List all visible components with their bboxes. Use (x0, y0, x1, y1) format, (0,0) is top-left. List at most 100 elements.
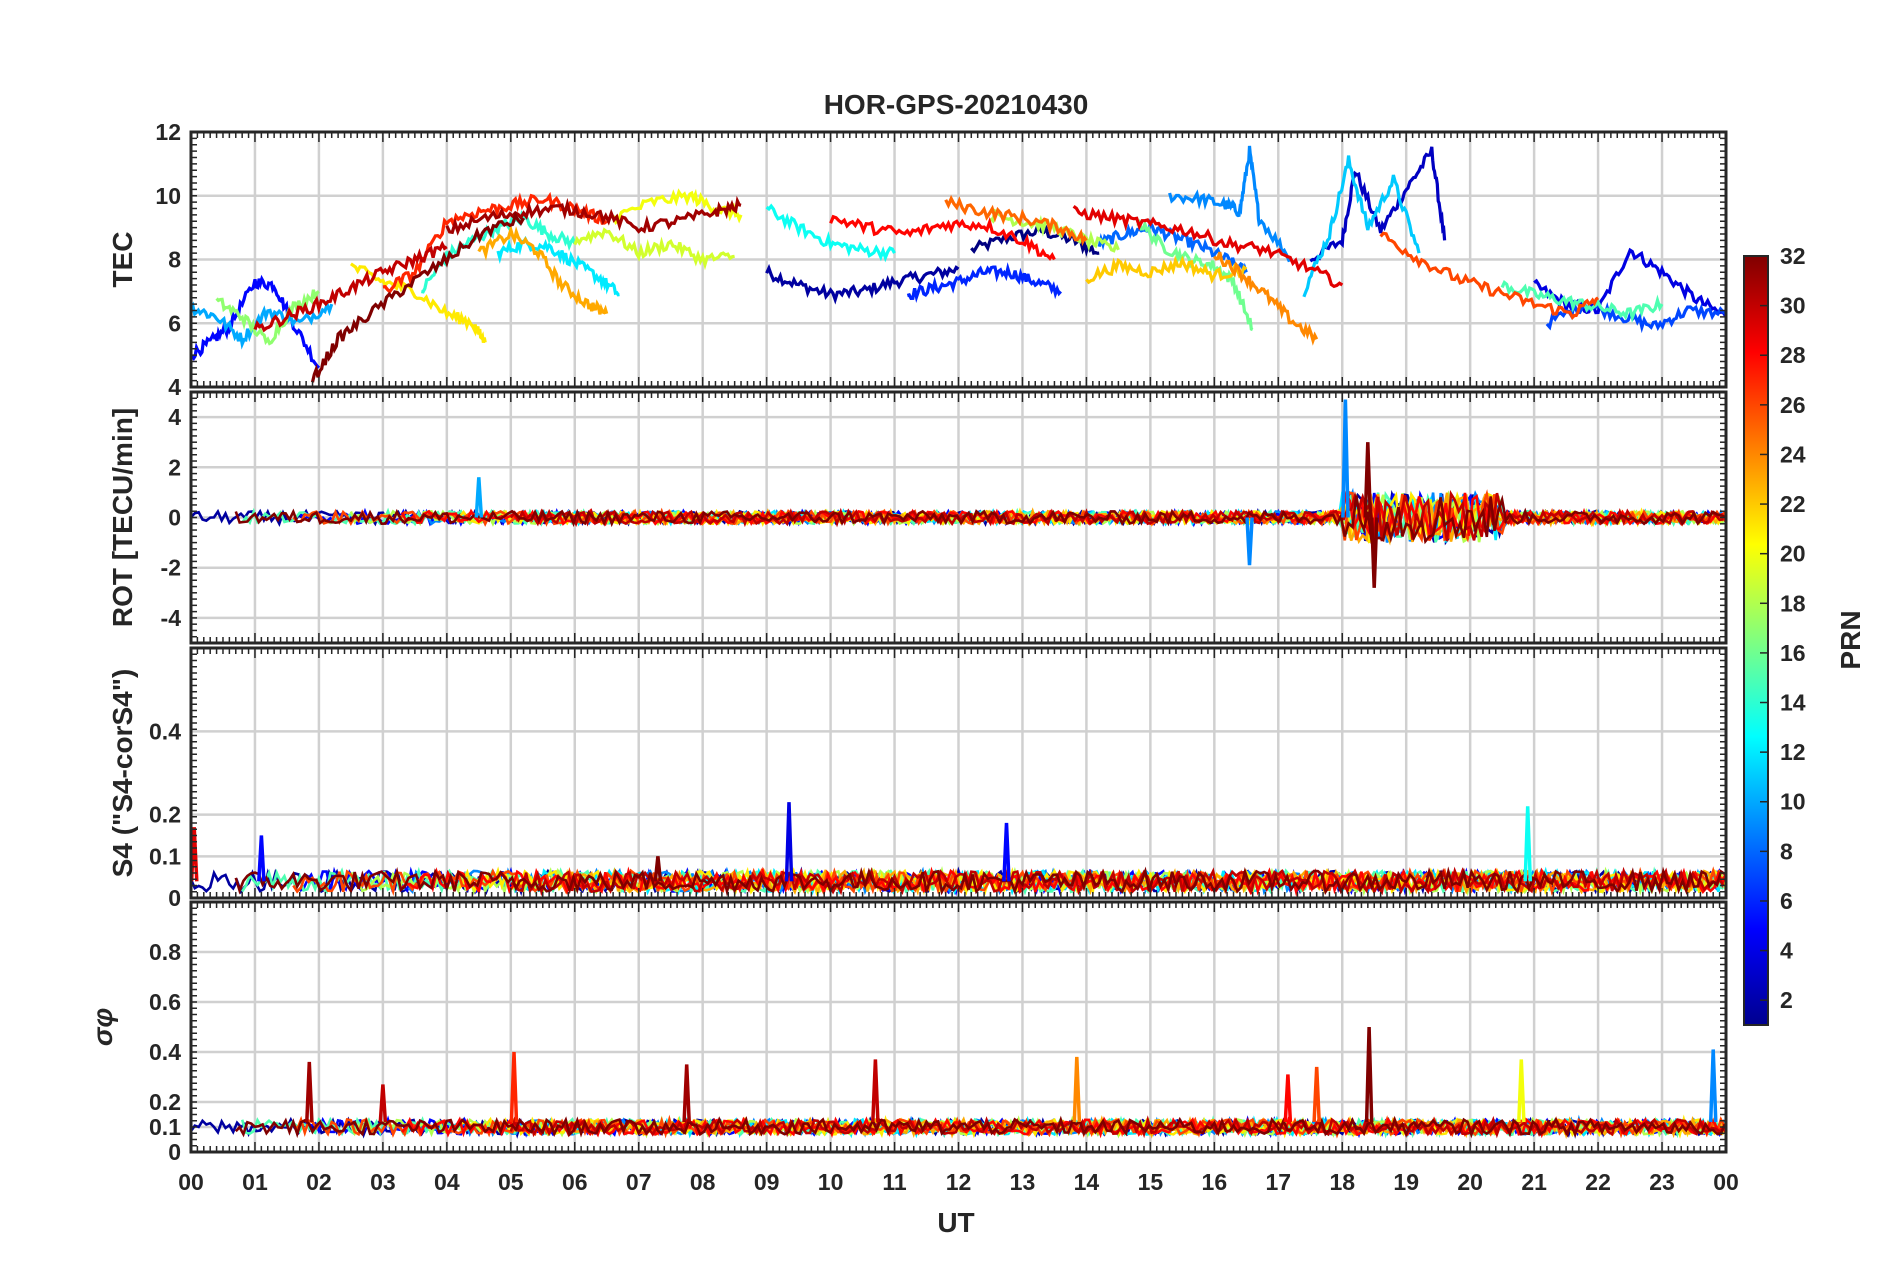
x-tick-label: 18 (1329, 1169, 1355, 1195)
trace-prn-30 (509, 489, 1724, 542)
x-tick-label: 19 (1393, 1169, 1419, 1195)
y-tick-label: 0.4 (149, 1039, 181, 1065)
y-tick-label: -4 (161, 605, 182, 631)
y-axis-label: σφ (87, 1008, 118, 1046)
tec-series-prn-20 (611, 188, 743, 225)
x-tick-label: 10 (818, 1169, 844, 1195)
spike-prn-26 (1312, 1066, 1321, 1123)
y-tick-label: 0.8 (149, 939, 181, 965)
colorbar-tick-label: 20 (1780, 541, 1806, 567)
tec-series-prn-31 (445, 195, 742, 236)
colorbar-tick-label: 12 (1780, 739, 1806, 765)
x-tick-label: 04 (434, 1169, 460, 1195)
x-tick-label: 16 (1202, 1169, 1228, 1195)
tec-series-prn-11 (1302, 155, 1421, 298)
series-group (191, 802, 1726, 897)
x-tick-label: 13 (1010, 1169, 1036, 1195)
x-tick-label: 02 (306, 1169, 332, 1195)
tec-series-prn-30 (253, 240, 448, 333)
x-tick-label: 05 (498, 1169, 524, 1195)
tec-series-prn-16 (1136, 218, 1254, 332)
spike-prn-5 (1002, 822, 1011, 882)
y-tick-label: 0 (168, 1139, 181, 1165)
tec-series-prn-8 (1097, 218, 1248, 277)
tec-series-prn-5 (191, 274, 321, 370)
tec-series-prn-12 (496, 235, 620, 297)
x-tick-label: 11 (882, 1169, 907, 1195)
tec-series-prn-1 (970, 224, 1100, 257)
x-tick-label: 21 (1521, 1169, 1547, 1195)
spike-prn-9 (1245, 517, 1254, 566)
axes-box (189, 130, 1728, 389)
axes-box (189, 900, 1728, 1154)
spike-prn-28 (1283, 1074, 1293, 1123)
tec-series-prn-9 (1168, 145, 1292, 263)
tec-series-prn-18 (989, 208, 1120, 253)
axes-box (189, 390, 1728, 645)
x-tick-label: 01 (242, 1169, 268, 1195)
spike-prn-30 (871, 1059, 880, 1123)
spike-prn-32 (1369, 517, 1379, 588)
x-tick-label: 08 (690, 1169, 716, 1195)
chart-title: HOR-GPS-20210430 (824, 89, 1089, 120)
spike-prn-13 (1523, 806, 1533, 882)
panel-2: -4 -2 0 2 4 ROT [TECU/min] (107, 390, 1728, 645)
colorbar-tick-label: 14 (1780, 690, 1806, 716)
tec-series-prn-29 (1072, 205, 1344, 289)
colorbar-tick-label: 26 (1780, 392, 1806, 418)
colorbar-tick-label: 4 (1780, 938, 1793, 964)
tec-series-prn-6 (906, 262, 1062, 304)
spike-prn-32 (1364, 1026, 1374, 1123)
colorbar-gradient (1743, 255, 1769, 1026)
axes-box (189, 646, 1728, 900)
y-tick-label: 0 (168, 885, 181, 911)
colorbar-tick-label: 18 (1780, 590, 1806, 616)
x-axis-label: UT (937, 1207, 974, 1238)
x-tick-label: 23 (1649, 1169, 1675, 1195)
panel-4: 00.10.2 0.4 0.6 0.8 σφ (87, 900, 1728, 1165)
trace-prn-32 (234, 866, 1726, 897)
spike-prn-27 (509, 1051, 519, 1123)
colorbar-tick-label: 16 (1780, 640, 1806, 666)
y-tick-label: 0.2 (149, 802, 181, 828)
trace-prn-32 (234, 1115, 1726, 1139)
x-tick-label: 00 (178, 1169, 204, 1195)
tec-series-prn-21 (349, 262, 487, 343)
x-axis: 00 01 02 03 04 05 06 07 08 09 10 11 12 13 14 15 16 17 18 19… (178, 1169, 1739, 1195)
y-tick-label: 0.2 (149, 1089, 181, 1115)
spike-prn-32 (1363, 442, 1373, 518)
tec-series-prn-25 (944, 194, 1088, 247)
series-group (191, 1026, 1726, 1140)
colorbar-tick-label: 28 (1780, 342, 1806, 368)
series-group (191, 145, 1726, 383)
colorbar-label: PRN (1835, 610, 1866, 669)
x-tick-label: 15 (1138, 1169, 1164, 1195)
y-axis-label: TEC (107, 232, 138, 288)
colorbar-tick-label: 2 (1780, 987, 1793, 1013)
tec-series-prn-23 (477, 224, 609, 315)
spike-prn-24 (1072, 1056, 1082, 1123)
x-tick-label: 03 (370, 1169, 396, 1195)
y-tick-label: 0.1 (149, 1114, 181, 1140)
tec-series-prn-3 (1309, 146, 1447, 263)
x-tick-label: 20 (1457, 1169, 1483, 1195)
tec-series-prn-27 (382, 191, 608, 295)
y-tick-label: 6 (168, 310, 181, 336)
tec-series-prn-28 (829, 214, 1056, 261)
spike-prn-9 (1708, 1049, 1718, 1123)
x-tick-label: 07 (626, 1169, 652, 1195)
y-tick-label: 8 (168, 247, 181, 273)
series-group (191, 399, 1726, 588)
spike-prn-31 (682, 1064, 691, 1123)
y-tick-label: 2 (168, 454, 181, 480)
spike-prn-5 (257, 835, 266, 882)
spike-prn-9 (1341, 399, 1350, 518)
colorbar-tick-label: 24 (1780, 441, 1806, 467)
y-tick-label: 0.4 (149, 718, 181, 744)
x-tick-label: 12 (946, 1169, 972, 1195)
y-tick-label: 0.1 (149, 843, 181, 869)
x-tick-label: 17 (1265, 1169, 1291, 1195)
colorbar-tick-label: 8 (1780, 838, 1793, 864)
